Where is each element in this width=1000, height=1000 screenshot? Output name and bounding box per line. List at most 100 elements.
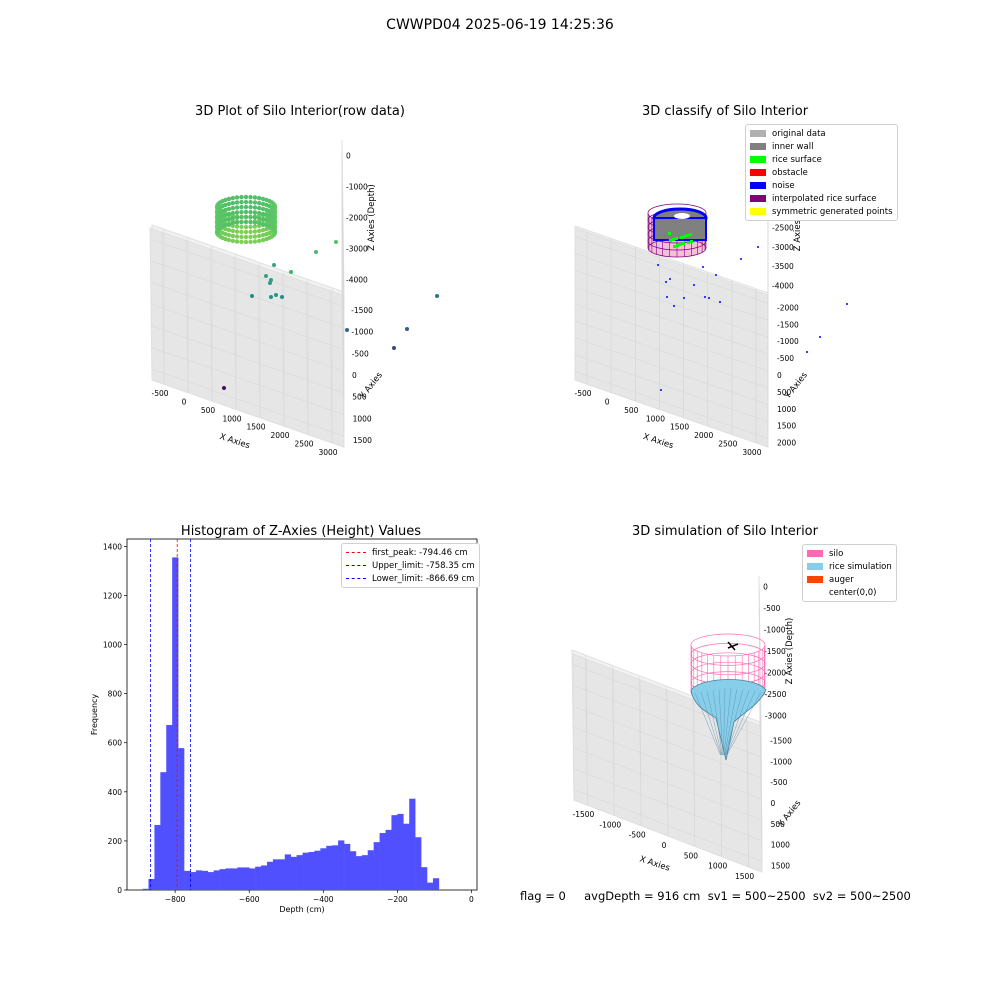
raw-point [243, 199, 249, 205]
raw-point [256, 210, 262, 216]
raw-point [252, 224, 258, 229]
legend-label: auger [829, 574, 854, 585]
raw-z-tick: -4000 [346, 276, 368, 285]
hist-frame [126, 538, 478, 891]
hist-bar [290, 856, 297, 890]
legend-label: rice simulation [829, 561, 892, 572]
raw-point [248, 234, 253, 240]
sim-mesh-line [725, 690, 750, 756]
raw-point [243, 224, 249, 230]
hist-bar [367, 850, 374, 890]
raw-point [268, 281, 272, 285]
raw-point [230, 220, 236, 226]
raw-y-tick: 1000 [353, 414, 372, 423]
raw-gridline [151, 325, 344, 393]
cls-rice-point [669, 239, 672, 242]
raw-point [252, 205, 258, 210]
raw-gridline [150, 282, 343, 350]
sim-gridline [573, 789, 763, 862]
hist-bar [195, 870, 203, 890]
cls-y-tick: 500 [777, 388, 792, 397]
legend-label: original data [772, 128, 826, 139]
raw-y-label: Y Axies [357, 370, 385, 402]
sim-y-tick: 1500 [771, 862, 790, 871]
raw-point [260, 227, 266, 233]
cls-y-tick: -2000 [777, 303, 799, 312]
classify-legend: original data inner wall rice surface obsta… [745, 124, 898, 221]
legend-swatch [807, 563, 823, 570]
sim-z-tick: -3000 [765, 711, 787, 720]
hist-bar [320, 848, 327, 890]
hist-bar [172, 557, 179, 890]
cls-noise-point [669, 278, 671, 280]
raw-gridline [151, 368, 344, 437]
raw-point [234, 229, 240, 234]
legend-entry: obstacle [750, 166, 893, 179]
hist-bar [432, 878, 440, 890]
sim-mesh-line [726, 691, 762, 756]
raw-point [239, 239, 244, 245]
cls-gridline [574, 354, 769, 422]
hist-bar [278, 859, 286, 890]
sim-y-tick: 0 [771, 799, 776, 808]
raw-point [260, 206, 266, 212]
legend-swatch [750, 156, 766, 163]
cls-gridline [574, 303, 769, 372]
raw-point [239, 219, 244, 225]
cls-x-label: X Axies [642, 432, 675, 451]
legend-entry: first_peak: -794.46 cm [346, 546, 475, 559]
legend-entry: auger [807, 573, 892, 586]
cls-x-tick: 1000 [646, 414, 665, 423]
raw-point [248, 214, 253, 220]
raw-point [234, 215, 240, 220]
raw-point [239, 214, 244, 220]
legend-label: symmetric generated points [772, 206, 893, 217]
legend-label: obstacle [772, 167, 808, 178]
sim-gridline [573, 685, 762, 758]
raw-point [222, 386, 226, 390]
raw-point [274, 293, 278, 297]
raw-point [226, 211, 232, 217]
raw-point [252, 239, 258, 244]
hist-bar [178, 748, 185, 890]
raw-point [234, 205, 240, 210]
raw-point [234, 224, 240, 229]
cls-z-tick: -2500 [772, 224, 794, 233]
legend-label: Lower_limit: -866.69 cm [372, 573, 475, 584]
hist-bar [326, 845, 333, 890]
classify-plot-title: 3D classify of Silo Interior [641, 104, 809, 119]
hist-y-tick: 800 [108, 690, 123, 699]
raw-y-tick: -1500 [351, 306, 373, 315]
raw-gridline [341, 186, 345, 339]
raw-point [260, 211, 266, 217]
hist-bar [373, 842, 380, 890]
legend-entry: Lower_limit: -866.69 cm [346, 572, 475, 585]
raw-point [256, 228, 262, 234]
raw-point [223, 197, 228, 203]
cls-gridline [574, 320, 769, 389]
raw-gridline [150, 238, 343, 307]
raw-point [260, 237, 266, 243]
hist-x-tick: −600 [239, 895, 260, 904]
sim-mesh-line [706, 691, 722, 756]
raw-x-tick: -500 [151, 389, 168, 398]
raw-point [345, 328, 349, 332]
raw-point [226, 201, 232, 207]
hist-bar [421, 867, 428, 890]
raw-point [250, 294, 254, 298]
cls-rice-point [682, 242, 685, 245]
raw-point [248, 209, 253, 215]
hist-bar [189, 872, 197, 890]
cls-y-tick: 2000 [777, 439, 796, 448]
sim-y-label: Y Axies [776, 798, 804, 830]
cls-z-tick: -3500 [772, 262, 794, 271]
raw-y-tick: -1000 [351, 328, 373, 337]
raw-point [230, 215, 236, 221]
sim-gridline [665, 685, 669, 837]
raw-point [260, 216, 266, 222]
hist-bar [361, 855, 369, 890]
raw-gridline [150, 303, 344, 372]
hist-bar [243, 867, 250, 890]
hist-bar [391, 815, 398, 890]
hist-bar [355, 856, 363, 890]
